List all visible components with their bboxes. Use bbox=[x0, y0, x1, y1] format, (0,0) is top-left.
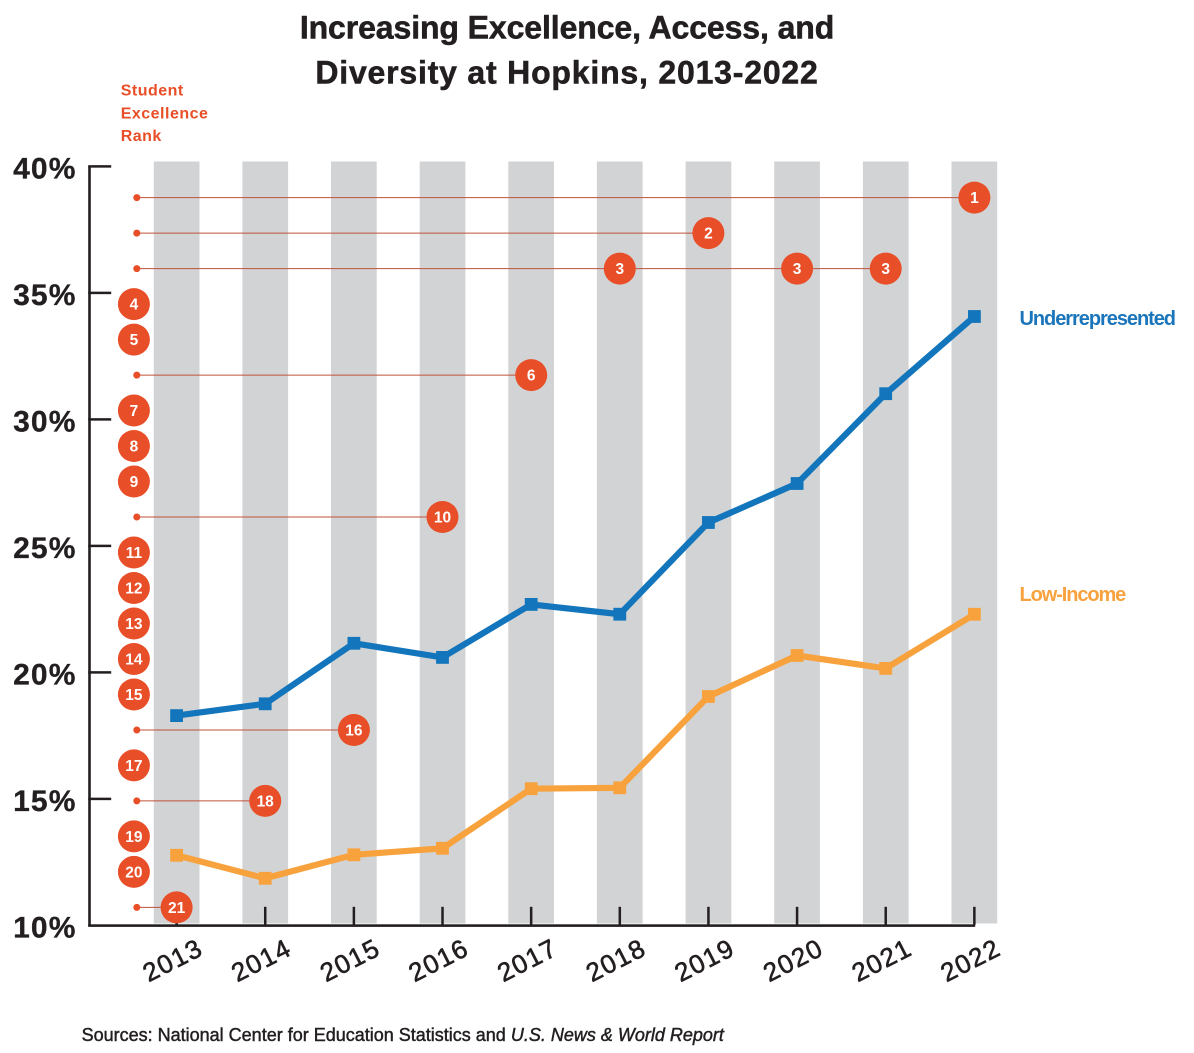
svg-text:18: 18 bbox=[257, 794, 275, 811]
svg-text:12: 12 bbox=[125, 581, 142, 598]
svg-text:4: 4 bbox=[130, 297, 139, 314]
svg-text:14: 14 bbox=[125, 652, 143, 669]
svg-text:8: 8 bbox=[130, 439, 139, 456]
svg-text:20: 20 bbox=[125, 865, 142, 882]
svg-text:2: 2 bbox=[704, 226, 713, 243]
svg-text:10: 10 bbox=[434, 510, 451, 527]
svg-text:Underrepresented: Underrepresented bbox=[1020, 308, 1175, 330]
svg-text:15: 15 bbox=[125, 687, 143, 704]
svg-text:6: 6 bbox=[527, 368, 536, 385]
svg-text:40%: 40% bbox=[13, 153, 76, 186]
svg-text:3: 3 bbox=[615, 261, 624, 278]
svg-text:11: 11 bbox=[126, 545, 143, 562]
svg-text:20%: 20% bbox=[13, 659, 76, 692]
svg-text:3: 3 bbox=[793, 261, 802, 278]
svg-text:16: 16 bbox=[345, 723, 363, 740]
svg-text:9: 9 bbox=[130, 474, 139, 491]
svg-text:Sources: National Center for E: Sources: National Center for Education S… bbox=[82, 1025, 725, 1045]
svg-text:19: 19 bbox=[125, 829, 143, 846]
svg-text:Low-Income: Low-Income bbox=[1020, 584, 1127, 606]
svg-text:10%: 10% bbox=[13, 912, 76, 945]
svg-text:17: 17 bbox=[125, 758, 142, 775]
svg-text:1: 1 bbox=[970, 190, 979, 207]
svg-text:Diversity at Hopkins, 2013-202: Diversity at Hopkins, 2013-2022 bbox=[315, 55, 818, 91]
svg-text:35%: 35% bbox=[13, 279, 76, 312]
svg-text:21: 21 bbox=[168, 900, 186, 917]
svg-text:5: 5 bbox=[130, 332, 139, 349]
svg-text:15%: 15% bbox=[13, 785, 76, 818]
svg-text:Increasing Excellence, Access,: Increasing Excellence, Access, and bbox=[300, 10, 834, 46]
svg-text:25%: 25% bbox=[13, 532, 76, 565]
svg-text:30%: 30% bbox=[13, 406, 76, 439]
svg-text:Rank: Rank bbox=[121, 128, 162, 145]
svg-text:Student: Student bbox=[121, 83, 184, 100]
svg-text:7: 7 bbox=[130, 403, 139, 420]
svg-text:3: 3 bbox=[881, 261, 890, 278]
svg-text:13: 13 bbox=[125, 616, 143, 633]
svg-text:Excellence: Excellence bbox=[121, 105, 209, 122]
